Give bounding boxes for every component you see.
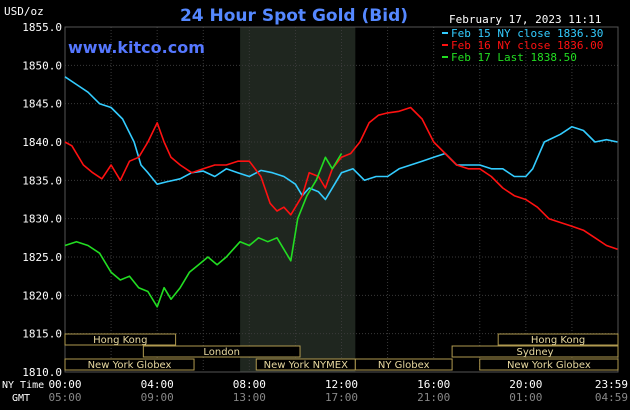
y-tick-label: 1815.0: [22, 328, 62, 341]
x-tick-ny: 23:59: [595, 378, 628, 391]
series-line-0: [64, 76, 618, 201]
session-label: Hong Kong: [531, 335, 585, 346]
session-label: New York NYMEX: [264, 360, 349, 371]
x-tick-ny: 20:00: [509, 378, 542, 391]
session-label: London: [203, 347, 240, 358]
x-tick-gmt: 17:00: [325, 391, 358, 404]
x-tick-ny: 00:00: [48, 378, 81, 391]
x-tick-gmt: 05:00: [48, 391, 81, 404]
y-tick-label: 1840.0: [22, 136, 62, 149]
session-label: New York Globex: [88, 360, 172, 371]
session-bar: [497, 333, 619, 346]
legend-entry-1: Feb 16 NY close 1836.00: [451, 39, 603, 52]
x-tick-gmt: 21:00: [417, 391, 450, 404]
y-axis-unit-label: USD/oz: [4, 5, 44, 18]
session-label: Hong Kong: [93, 335, 147, 346]
y-tick-label: 1845.0: [22, 98, 62, 111]
legend-entry-0: Feb 15 NY close 1836.30: [451, 27, 603, 40]
session-label: NY Globex: [378, 360, 430, 371]
plot-frame: [64, 26, 619, 373]
session-bar: [142, 345, 301, 358]
x-tick-ny: 16:00: [417, 378, 450, 391]
session-label: Sydney: [517, 347, 554, 358]
kitco-watermark: www.kitco.com: [68, 38, 205, 57]
ny-time-row-label: NY Time: [2, 380, 44, 391]
series-line-2: [64, 153, 343, 308]
session-bar: [451, 345, 619, 358]
session-bar: [64, 333, 177, 346]
session-bar: [354, 358, 453, 371]
legend-entry-2: Feb 17 Last 1838.50: [451, 51, 577, 64]
chart-title: 24 Hour Spot Gold (Bid): [180, 6, 408, 26]
y-tick-label: 1835.0: [22, 174, 62, 187]
ny-session-shade: [240, 27, 356, 372]
x-tick-gmt: 01:00: [509, 391, 542, 404]
x-tick-ny: 04:00: [141, 378, 174, 391]
gmt-row-label: GMT: [12, 393, 30, 404]
session-bar: [64, 358, 195, 371]
session-bar: [479, 358, 619, 371]
x-tick-ny: 08:00: [233, 378, 266, 391]
y-tick-label: 1825.0: [22, 251, 62, 264]
y-tick-label: 1830.0: [22, 213, 62, 226]
y-tick-label: 1810.0: [22, 366, 62, 379]
x-tick-ny: 12:00: [325, 378, 358, 391]
y-tick-label: 1850.0: [22, 59, 62, 72]
timestamp: February 17, 2023 11:11: [449, 13, 601, 26]
x-tick-gmt: 04:59: [595, 391, 628, 404]
y-tick-label: 1820.0: [22, 289, 62, 302]
x-tick-gmt: 09:00: [141, 391, 174, 404]
session-label: New York Globex: [507, 360, 591, 371]
x-tick-gmt: 13:00: [233, 391, 266, 404]
y-tick-label: 1855.0: [22, 21, 62, 34]
